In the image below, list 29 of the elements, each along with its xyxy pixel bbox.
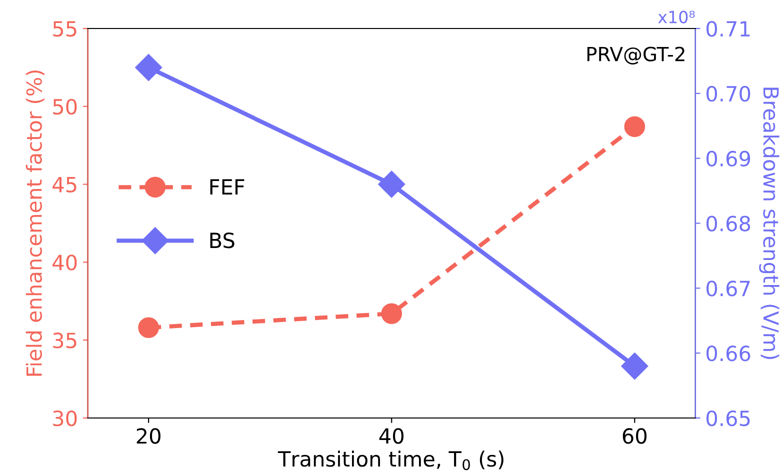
x-axis-title: Transition time, T$_{0}$ (s) <box>278 450 504 470</box>
y2-tick-label: 0.65 <box>706 410 750 426</box>
y-tick-label: 45 <box>52 177 76 193</box>
y-tick-label: 35 <box>53 332 76 348</box>
y2-tick-label: 0.67 <box>706 280 750 296</box>
text: x10⁸ <box>658 10 695 24</box>
y-axis-title: Field enhancement factor (%) <box>26 70 44 376</box>
y2-axis-title: Breakdown strength (V/m) <box>759 88 780 359</box>
point <box>378 170 406 198</box>
y2-tick-label: 0.69 <box>706 150 750 167</box>
legend-label: BS <box>210 232 234 248</box>
y2-tick-label: 0.68 <box>706 216 750 232</box>
x-tick-label: 60 <box>622 428 647 444</box>
point <box>381 303 402 324</box>
point <box>138 317 159 338</box>
legend-label: FEF <box>210 179 244 194</box>
y2-tick-label: 0.71 <box>706 20 750 37</box>
y2-tick-label: 0.66 <box>706 346 750 362</box>
y-tick-label: 40 <box>52 254 77 270</box>
point <box>624 116 646 138</box>
y-tick-label: 50 <box>53 98 77 115</box>
x-tick-label: 40 <box>379 428 404 444</box>
y2-tick-label: 0.70 <box>706 86 750 102</box>
y-tick-label: 30 <box>53 410 77 426</box>
annotation: PRV@GT-2 <box>587 46 684 65</box>
point <box>135 54 162 81</box>
point <box>621 352 648 380</box>
x-tick-label: 20 <box>136 428 160 444</box>
y-tick-label: 55 <box>53 21 76 37</box>
